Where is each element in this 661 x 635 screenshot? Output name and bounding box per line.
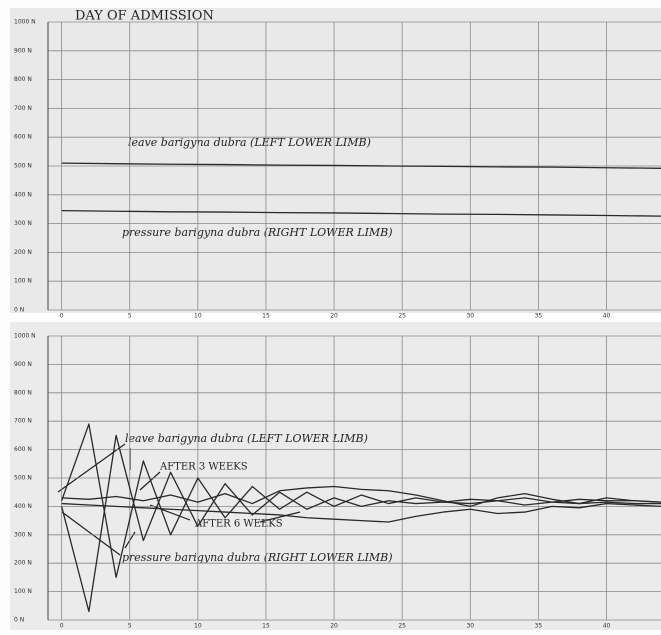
y-tick-label: 500 N xyxy=(14,163,32,170)
y-tick-label: 400 N xyxy=(14,191,32,198)
x-tick-label: 25 xyxy=(398,313,406,320)
x-tick-label: 15 xyxy=(262,623,270,630)
y-tick-label: 300 N xyxy=(14,220,32,227)
y-tick-label: 100 N xyxy=(14,278,32,285)
y-tick-label: 900 N xyxy=(14,47,32,54)
annotation: AFTER 3 WEEKS xyxy=(159,462,248,473)
y-tick-label: 0 N xyxy=(14,307,24,314)
x-tick-label: 40 xyxy=(603,313,611,320)
y-tick-label: 1000 N xyxy=(14,19,36,26)
x-tick-label: 35 xyxy=(535,623,543,630)
y-tick-label: 200 N xyxy=(14,560,32,567)
y-tick-label: 600 N xyxy=(14,134,32,141)
y-tick-label: 600 N xyxy=(14,446,32,453)
y-tick-label: 100 N xyxy=(14,588,32,595)
x-tick-label: 30 xyxy=(466,623,474,630)
x-tick-label: 0 xyxy=(60,313,64,320)
x-tick-label: 10 xyxy=(194,623,202,630)
x-tick-label: 30 xyxy=(466,313,474,320)
y-tick-label: 700 N xyxy=(14,105,32,112)
y-tick-label: 800 N xyxy=(14,389,32,396)
x-tick-label: 35 xyxy=(535,313,543,320)
x-tick-label: 10 xyxy=(194,313,202,320)
annotation: pressure barigyna dubra (RIGHT LOWER LIM… xyxy=(122,551,393,564)
annotation: leave barigyna dubra (LEFT LOWER LIMB) xyxy=(125,432,368,445)
x-tick-label: 0 xyxy=(60,623,64,630)
y-tick-label: 700 N xyxy=(14,418,32,425)
x-tick-label: 5 xyxy=(128,313,132,320)
y-tick-label: 300 N xyxy=(14,531,32,538)
annotation: pressure barigyna dubra (RIGHT LOWER LIM… xyxy=(122,226,393,239)
y-tick-label: 900 N xyxy=(14,361,32,368)
x-tick-label: 20 xyxy=(330,623,338,630)
photo: DAY OF ADMISSION leave barigyna dubra (L… xyxy=(0,0,661,635)
x-tick-label: 40 xyxy=(603,623,611,630)
x-tick-label: 5 xyxy=(128,623,132,630)
y-tick-label: 400 N xyxy=(14,503,32,510)
top-sheet xyxy=(10,8,661,313)
y-tick-label: 500 N xyxy=(14,475,32,482)
y-tick-label: 1000 N xyxy=(14,333,36,340)
x-tick-label: 15 xyxy=(262,313,270,320)
x-tick-label: 20 xyxy=(330,313,338,320)
y-tick-label: 200 N xyxy=(14,249,32,256)
y-tick-label: 800 N xyxy=(14,76,32,83)
bottom-sheet xyxy=(10,322,661,630)
x-tick-label: 25 xyxy=(398,623,406,630)
y-tick-label: 0 N xyxy=(14,617,24,624)
chart-title: DAY OF ADMISSION xyxy=(75,9,214,24)
